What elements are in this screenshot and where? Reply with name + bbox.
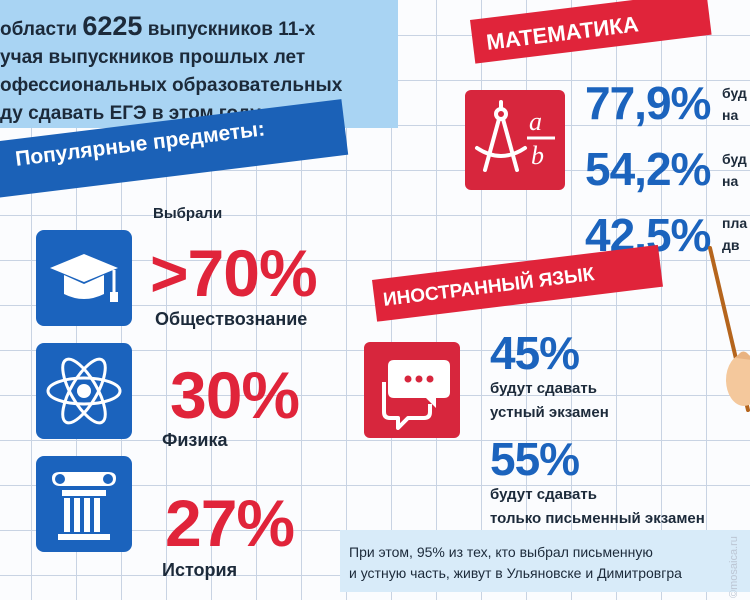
math-stat-1-pct: 77,9% bbox=[585, 77, 711, 129]
intro-line1-end: выпускников 11-х bbox=[142, 19, 316, 40]
intro-line2: учая выпускников прошлых лет bbox=[0, 47, 306, 68]
note-panel bbox=[340, 530, 750, 592]
note-line1: При этом, 95% из тех, кто выбрал письмен… bbox=[349, 544, 653, 560]
math-stat-2-desc: буд на bbox=[722, 148, 747, 192]
subject-name-history: История bbox=[162, 560, 238, 580]
subject-name-physics: Физика bbox=[162, 430, 228, 450]
note-line2: и устную часть, живут в Ульяновске и Дим… bbox=[349, 565, 682, 581]
svg-text:a: a bbox=[529, 107, 542, 136]
math-stat-1-desc: буд на bbox=[722, 82, 747, 126]
math-stat-2-line1: буд bbox=[722, 151, 747, 167]
language-stat-1-line1: будут сдавать bbox=[490, 380, 597, 397]
intro-line3: офессиональных образовательных bbox=[0, 75, 343, 96]
language-stat-2-pct: 55% bbox=[490, 433, 580, 485]
language-stat-1-line2: устный экзамен bbox=[490, 404, 609, 421]
note-text: При этом, 95% из тех, кто выбрал письмен… bbox=[349, 542, 749, 584]
math-stat-2-pct: 54,2% bbox=[585, 143, 711, 195]
subject-pct-social: >70% bbox=[150, 236, 318, 310]
watermark: ©mosaica.ru bbox=[728, 536, 740, 598]
math-stat-3-line1: пла bbox=[722, 215, 748, 231]
math-stat-1-line2: на bbox=[722, 107, 739, 123]
column-icon bbox=[36, 456, 132, 552]
pointer-illustration bbox=[700, 240, 750, 430]
language-stat-1-desc: будут сдавать устный экзамен bbox=[490, 377, 609, 425]
math-stat-3-line2: дв bbox=[722, 237, 740, 253]
graduation-cap-icon bbox=[36, 230, 132, 326]
chose-label: Выбрали bbox=[153, 205, 223, 222]
subject-name-social: Обществознание bbox=[155, 309, 308, 329]
language-stat-2-desc: будут сдавать только письменный экзамен bbox=[490, 483, 705, 531]
math-stat-1-line1: буд bbox=[722, 85, 747, 101]
language-stat-2-line1: будут сдавать bbox=[490, 486, 597, 503]
subject-pct-history: 27% bbox=[165, 486, 295, 560]
svg-text:b: b bbox=[531, 141, 544, 170]
language-stat-2-line2: только письменный экзамен bbox=[490, 510, 705, 527]
math-stat-3-desc: пла дв bbox=[722, 212, 747, 256]
subject-pct-physics: 30% bbox=[170, 358, 300, 432]
math-stat-2-line2: на bbox=[722, 173, 739, 189]
speech-bubbles-icon bbox=[364, 342, 460, 438]
language-stat-1-pct: 45% bbox=[490, 327, 580, 379]
compass-ab-icon: a b bbox=[465, 90, 565, 190]
graduates-count: 6225 bbox=[82, 11, 143, 41]
atom-icon bbox=[36, 343, 132, 439]
intro-line1: области bbox=[0, 19, 83, 40]
